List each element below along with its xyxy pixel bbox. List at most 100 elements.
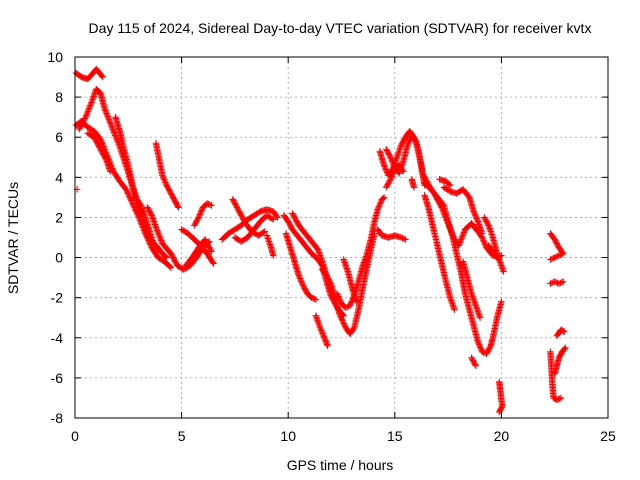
data-point <box>273 213 280 220</box>
data-point <box>405 139 413 146</box>
data-point <box>105 114 112 122</box>
data-point <box>451 306 458 313</box>
data-point <box>342 304 349 311</box>
y-tick-label: -6 <box>51 370 64 386</box>
data-point <box>498 298 505 305</box>
data-point <box>106 119 114 126</box>
data-point <box>389 158 396 165</box>
data-point <box>196 212 203 220</box>
data-point <box>99 73 106 81</box>
data-point <box>460 229 468 236</box>
data-point <box>380 162 388 169</box>
data-point <box>159 172 166 179</box>
data-point <box>476 314 484 321</box>
data-point <box>388 156 395 164</box>
data-point <box>336 311 344 319</box>
data-point <box>479 230 486 237</box>
plot-frame <box>74 56 609 419</box>
data-point <box>153 227 161 234</box>
data-point <box>561 345 568 353</box>
data-point <box>197 208 205 215</box>
data-point <box>109 124 116 132</box>
data-point <box>160 174 167 182</box>
y-tick-label: 0 <box>55 250 63 266</box>
data-point <box>547 280 554 287</box>
data-point <box>498 252 505 259</box>
data-point <box>137 201 144 208</box>
data-point <box>334 291 342 299</box>
data-point <box>477 344 484 351</box>
data-point <box>122 186 130 193</box>
data-point <box>346 302 354 309</box>
data-point <box>319 330 326 337</box>
data-point <box>147 210 155 218</box>
data-point <box>353 298 360 305</box>
data-point <box>312 296 320 303</box>
data-point <box>335 293 342 300</box>
data-point <box>162 180 170 188</box>
data-point <box>123 187 131 194</box>
data-point <box>196 211 204 218</box>
data-point <box>124 190 132 197</box>
data-point <box>550 255 557 262</box>
data-point <box>174 203 181 210</box>
x-tick-label: 0 <box>71 428 79 444</box>
data-point <box>159 173 167 180</box>
data-point <box>98 72 106 80</box>
data-point <box>88 99 95 106</box>
data-point <box>380 194 388 201</box>
data-point <box>386 177 394 184</box>
data-point <box>85 106 92 114</box>
data-point <box>480 238 488 245</box>
x-tick-label: 5 <box>178 428 186 444</box>
data-point <box>208 248 215 255</box>
data-point <box>166 263 174 270</box>
data-point <box>203 200 211 207</box>
data-point <box>389 170 397 177</box>
y-tick-label: 2 <box>55 209 63 225</box>
data-point <box>125 191 132 199</box>
data-point <box>460 230 467 238</box>
data-point <box>299 281 306 288</box>
data-point <box>557 279 564 287</box>
data-point <box>557 394 565 402</box>
data-point <box>390 161 397 168</box>
data-point <box>479 235 487 243</box>
data-point <box>561 328 568 335</box>
data-point <box>156 233 163 240</box>
data-point <box>162 253 169 260</box>
data-point <box>296 275 304 282</box>
axis-ticks: 0 5 10 15 20 25 -8 -6 -4 -2 0 2 4 6 8 10 <box>47 49 616 444</box>
data-point <box>108 121 115 129</box>
data-point <box>161 177 169 185</box>
data-point <box>340 320 348 327</box>
data-point <box>447 182 454 189</box>
x-tick-label: 10 <box>280 428 296 444</box>
data-point <box>341 321 348 329</box>
data-point <box>110 129 118 136</box>
data-point <box>318 327 325 334</box>
data-point <box>103 110 110 117</box>
data-point <box>206 201 214 208</box>
data-point <box>82 113 89 121</box>
data-point <box>459 232 467 239</box>
data-point <box>484 220 492 228</box>
data-point <box>104 113 111 120</box>
data-point <box>476 342 483 350</box>
data-point <box>107 120 114 127</box>
data-point <box>309 295 317 302</box>
data-point <box>197 209 204 217</box>
data-point <box>457 236 465 243</box>
data-point <box>399 234 406 242</box>
data-point <box>471 209 478 217</box>
data-point <box>109 126 117 133</box>
x-tick-label: 20 <box>494 428 510 444</box>
data-point <box>112 132 119 139</box>
data-point <box>412 136 419 144</box>
data-point <box>126 193 133 200</box>
data-point <box>175 204 182 211</box>
data-point <box>324 342 331 349</box>
data-point <box>379 195 387 202</box>
data-point <box>481 240 488 247</box>
data-point <box>339 317 346 324</box>
